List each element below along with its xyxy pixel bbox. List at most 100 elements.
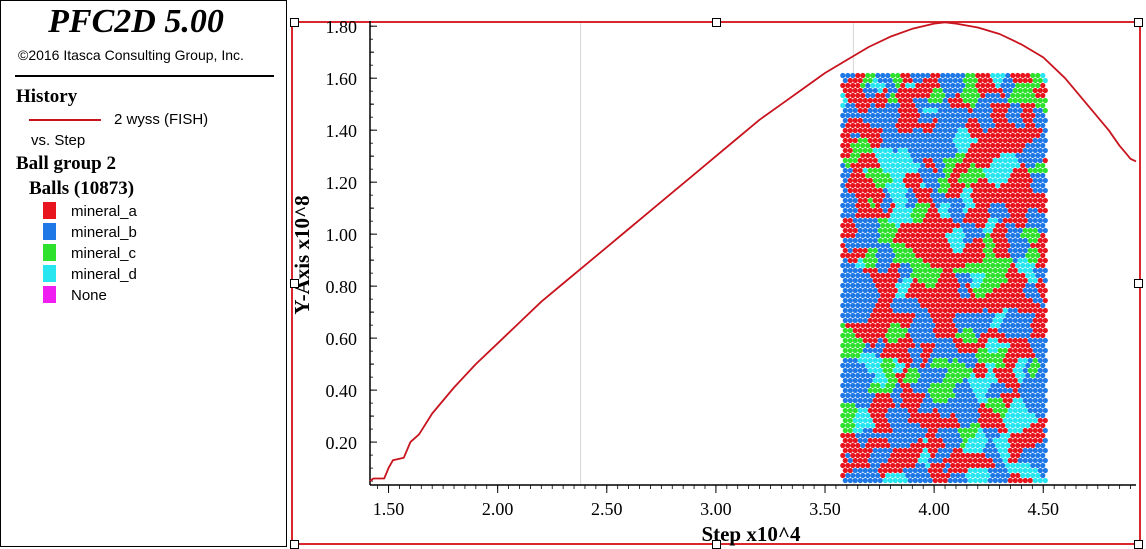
ball bbox=[975, 332, 981, 339]
ball bbox=[935, 82, 941, 89]
ball bbox=[1015, 282, 1021, 289]
ball bbox=[937, 297, 943, 304]
ball bbox=[967, 407, 973, 414]
ball bbox=[1030, 82, 1036, 89]
ball bbox=[1032, 437, 1038, 444]
ball bbox=[980, 422, 986, 429]
ball bbox=[890, 122, 896, 129]
ball bbox=[855, 452, 861, 459]
ball bbox=[1020, 222, 1026, 229]
ball bbox=[885, 402, 891, 409]
ball bbox=[1032, 397, 1038, 404]
balls-count-header: Balls (10873) bbox=[29, 178, 135, 199]
ball bbox=[907, 227, 913, 234]
ball bbox=[897, 207, 903, 214]
ball bbox=[997, 387, 1003, 394]
ball bbox=[895, 402, 901, 409]
ball bbox=[935, 382, 941, 389]
ball bbox=[1005, 142, 1011, 149]
ball bbox=[902, 287, 908, 294]
ball bbox=[842, 117, 848, 124]
ball bbox=[920, 152, 926, 159]
resize-handle-bottom-left[interactable] bbox=[290, 540, 299, 549]
resize-handle-bottom-right[interactable] bbox=[1134, 540, 1143, 549]
ball bbox=[1020, 92, 1026, 99]
ball bbox=[890, 222, 896, 229]
ball bbox=[967, 77, 973, 84]
resize-handle-top-left[interactable] bbox=[290, 18, 299, 27]
resize-handle-middle-right[interactable] bbox=[1134, 279, 1143, 288]
ball bbox=[895, 112, 901, 119]
ball bbox=[905, 342, 911, 349]
ball bbox=[875, 422, 881, 429]
ball bbox=[880, 432, 886, 439]
ball bbox=[885, 252, 891, 259]
ball bbox=[890, 292, 896, 299]
ball bbox=[840, 332, 846, 339]
ball bbox=[925, 222, 931, 229]
ball bbox=[985, 202, 991, 209]
app-title: PFC2D 5.00 bbox=[48, 3, 224, 40]
resize-handle-bottom-center[interactable] bbox=[712, 540, 721, 549]
ball bbox=[860, 192, 866, 199]
ball bbox=[1015, 302, 1021, 309]
ball bbox=[987, 437, 993, 444]
ball bbox=[1037, 297, 1043, 304]
ball bbox=[855, 162, 861, 169]
ball bbox=[920, 362, 926, 369]
ball bbox=[847, 387, 853, 394]
ball bbox=[840, 262, 846, 269]
resize-handle-top-right[interactable] bbox=[1134, 18, 1143, 27]
ball bbox=[1042, 447, 1048, 454]
ball bbox=[915, 202, 921, 209]
ball bbox=[897, 197, 903, 204]
resize-handle-middle-left[interactable] bbox=[290, 279, 299, 288]
ball bbox=[1015, 222, 1021, 229]
ball bbox=[1000, 452, 1006, 459]
ball bbox=[935, 322, 941, 329]
ball bbox=[877, 137, 883, 144]
ball bbox=[855, 282, 861, 289]
ball bbox=[972, 347, 978, 354]
ball bbox=[995, 282, 1001, 289]
ball bbox=[992, 467, 998, 474]
ball bbox=[865, 262, 871, 269]
ball bbox=[980, 122, 986, 129]
ball bbox=[917, 197, 923, 204]
ball bbox=[985, 72, 991, 79]
ball bbox=[945, 182, 951, 189]
ball bbox=[1012, 247, 1018, 254]
ball bbox=[997, 437, 1003, 444]
ball bbox=[865, 442, 871, 449]
ball bbox=[965, 112, 971, 119]
ball bbox=[915, 82, 921, 89]
ball bbox=[875, 252, 881, 259]
ball bbox=[967, 197, 973, 204]
ball bbox=[885, 362, 891, 369]
ball bbox=[977, 407, 983, 414]
ball bbox=[945, 102, 951, 109]
ball bbox=[980, 432, 986, 439]
ball bbox=[987, 97, 993, 104]
resize-handle-top-center[interactable] bbox=[712, 18, 721, 27]
ball bbox=[920, 282, 926, 289]
ball bbox=[872, 457, 878, 464]
ball bbox=[902, 277, 908, 284]
ball bbox=[1032, 267, 1038, 274]
ball bbox=[942, 307, 948, 314]
history-item-label: 2 wyss (FISH) bbox=[114, 111, 209, 128]
ball bbox=[1002, 267, 1008, 274]
ball bbox=[847, 207, 853, 214]
ball bbox=[1002, 277, 1008, 284]
ball bbox=[1022, 407, 1028, 414]
ball bbox=[900, 72, 906, 79]
ball bbox=[975, 192, 981, 199]
ball bbox=[997, 127, 1003, 134]
ball bbox=[1000, 242, 1006, 249]
ball bbox=[937, 427, 943, 434]
ball bbox=[912, 87, 918, 94]
ball bbox=[872, 427, 878, 434]
ball bbox=[950, 382, 956, 389]
ball bbox=[1007, 277, 1013, 284]
ball bbox=[1027, 197, 1033, 204]
